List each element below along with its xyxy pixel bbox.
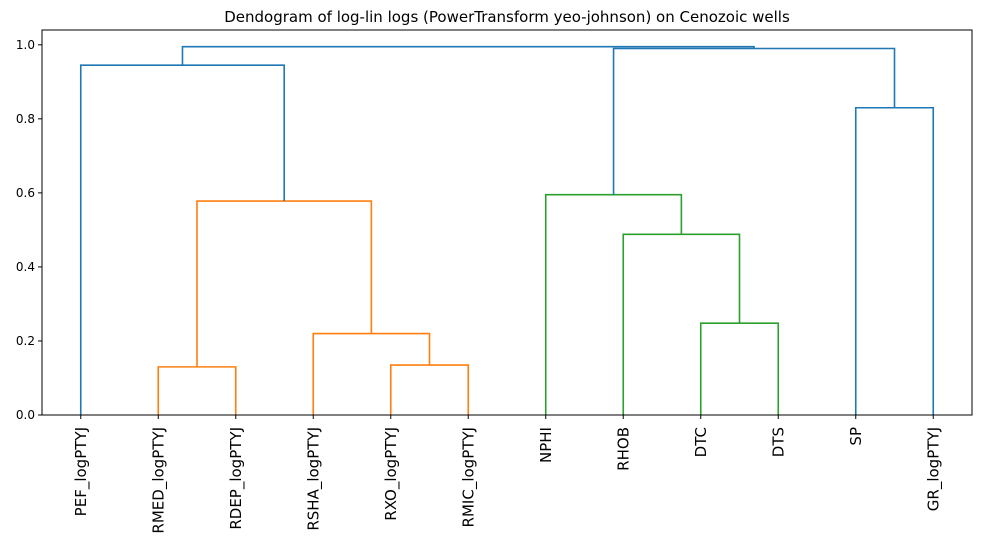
leaf-label: GR_logPTYJ: [924, 427, 943, 511]
leaf-label: RHOB: [614, 427, 632, 471]
dendrogram-link-m2: [389, 364, 470, 415]
dendrogram-link-m4: [196, 200, 373, 367]
y-tick-label: 0.2: [16, 334, 35, 348]
leaf-label: RMIC_logPTYJ: [459, 427, 478, 527]
y-tick-label: 1.0: [16, 38, 35, 52]
dendrogram-link-m9: [854, 106, 935, 415]
dendrogram-link-m5: [79, 64, 285, 415]
leaf-label: RMED_logPTYJ: [149, 427, 168, 534]
leaf-label: RXO_logPTYJ: [382, 427, 401, 521]
dendrogram-link-m7: [622, 233, 741, 415]
leaf-label: RDEP_logPTYJ: [227, 427, 246, 530]
x-axis: PEF_logPTYJ RMED_logPTYJ RDEP_logPTYJ RSHA_…: [72, 415, 943, 534]
dendrogram-links: [79, 45, 935, 415]
plot-frame: [41, 29, 973, 416]
y-tick-label: 0.0: [16, 408, 35, 422]
dendrogram-link-m8: [544, 193, 683, 415]
leaf-label: NPHI: [537, 427, 555, 463]
y-tick-label: 0.8: [16, 112, 35, 126]
y-axis: 0.0 0.2 0.4 0.6 0.8 1.0: [16, 38, 42, 422]
dendrogram-link-m6: [699, 322, 780, 415]
y-tick-label: 0.6: [16, 186, 35, 200]
dendrogram-link-m10: [612, 47, 896, 195]
leaf-label: SP: [847, 427, 865, 446]
dendrogram-link-m3: [312, 332, 431, 415]
y-tick-label: 0.4: [16, 260, 35, 274]
leaf-label: PEF_logPTYJ: [72, 427, 91, 516]
chart-title: Dendogram of log-lin logs (PowerTransfor…: [224, 8, 790, 26]
leaf-label: DTS: [769, 427, 787, 457]
dendrogram-link-m1: [157, 366, 237, 415]
dendrogram-link-m11: [181, 45, 755, 66]
leaf-label: DTC: [692, 427, 710, 457]
leaf-label: RSHA_logPTYJ: [304, 427, 323, 531]
